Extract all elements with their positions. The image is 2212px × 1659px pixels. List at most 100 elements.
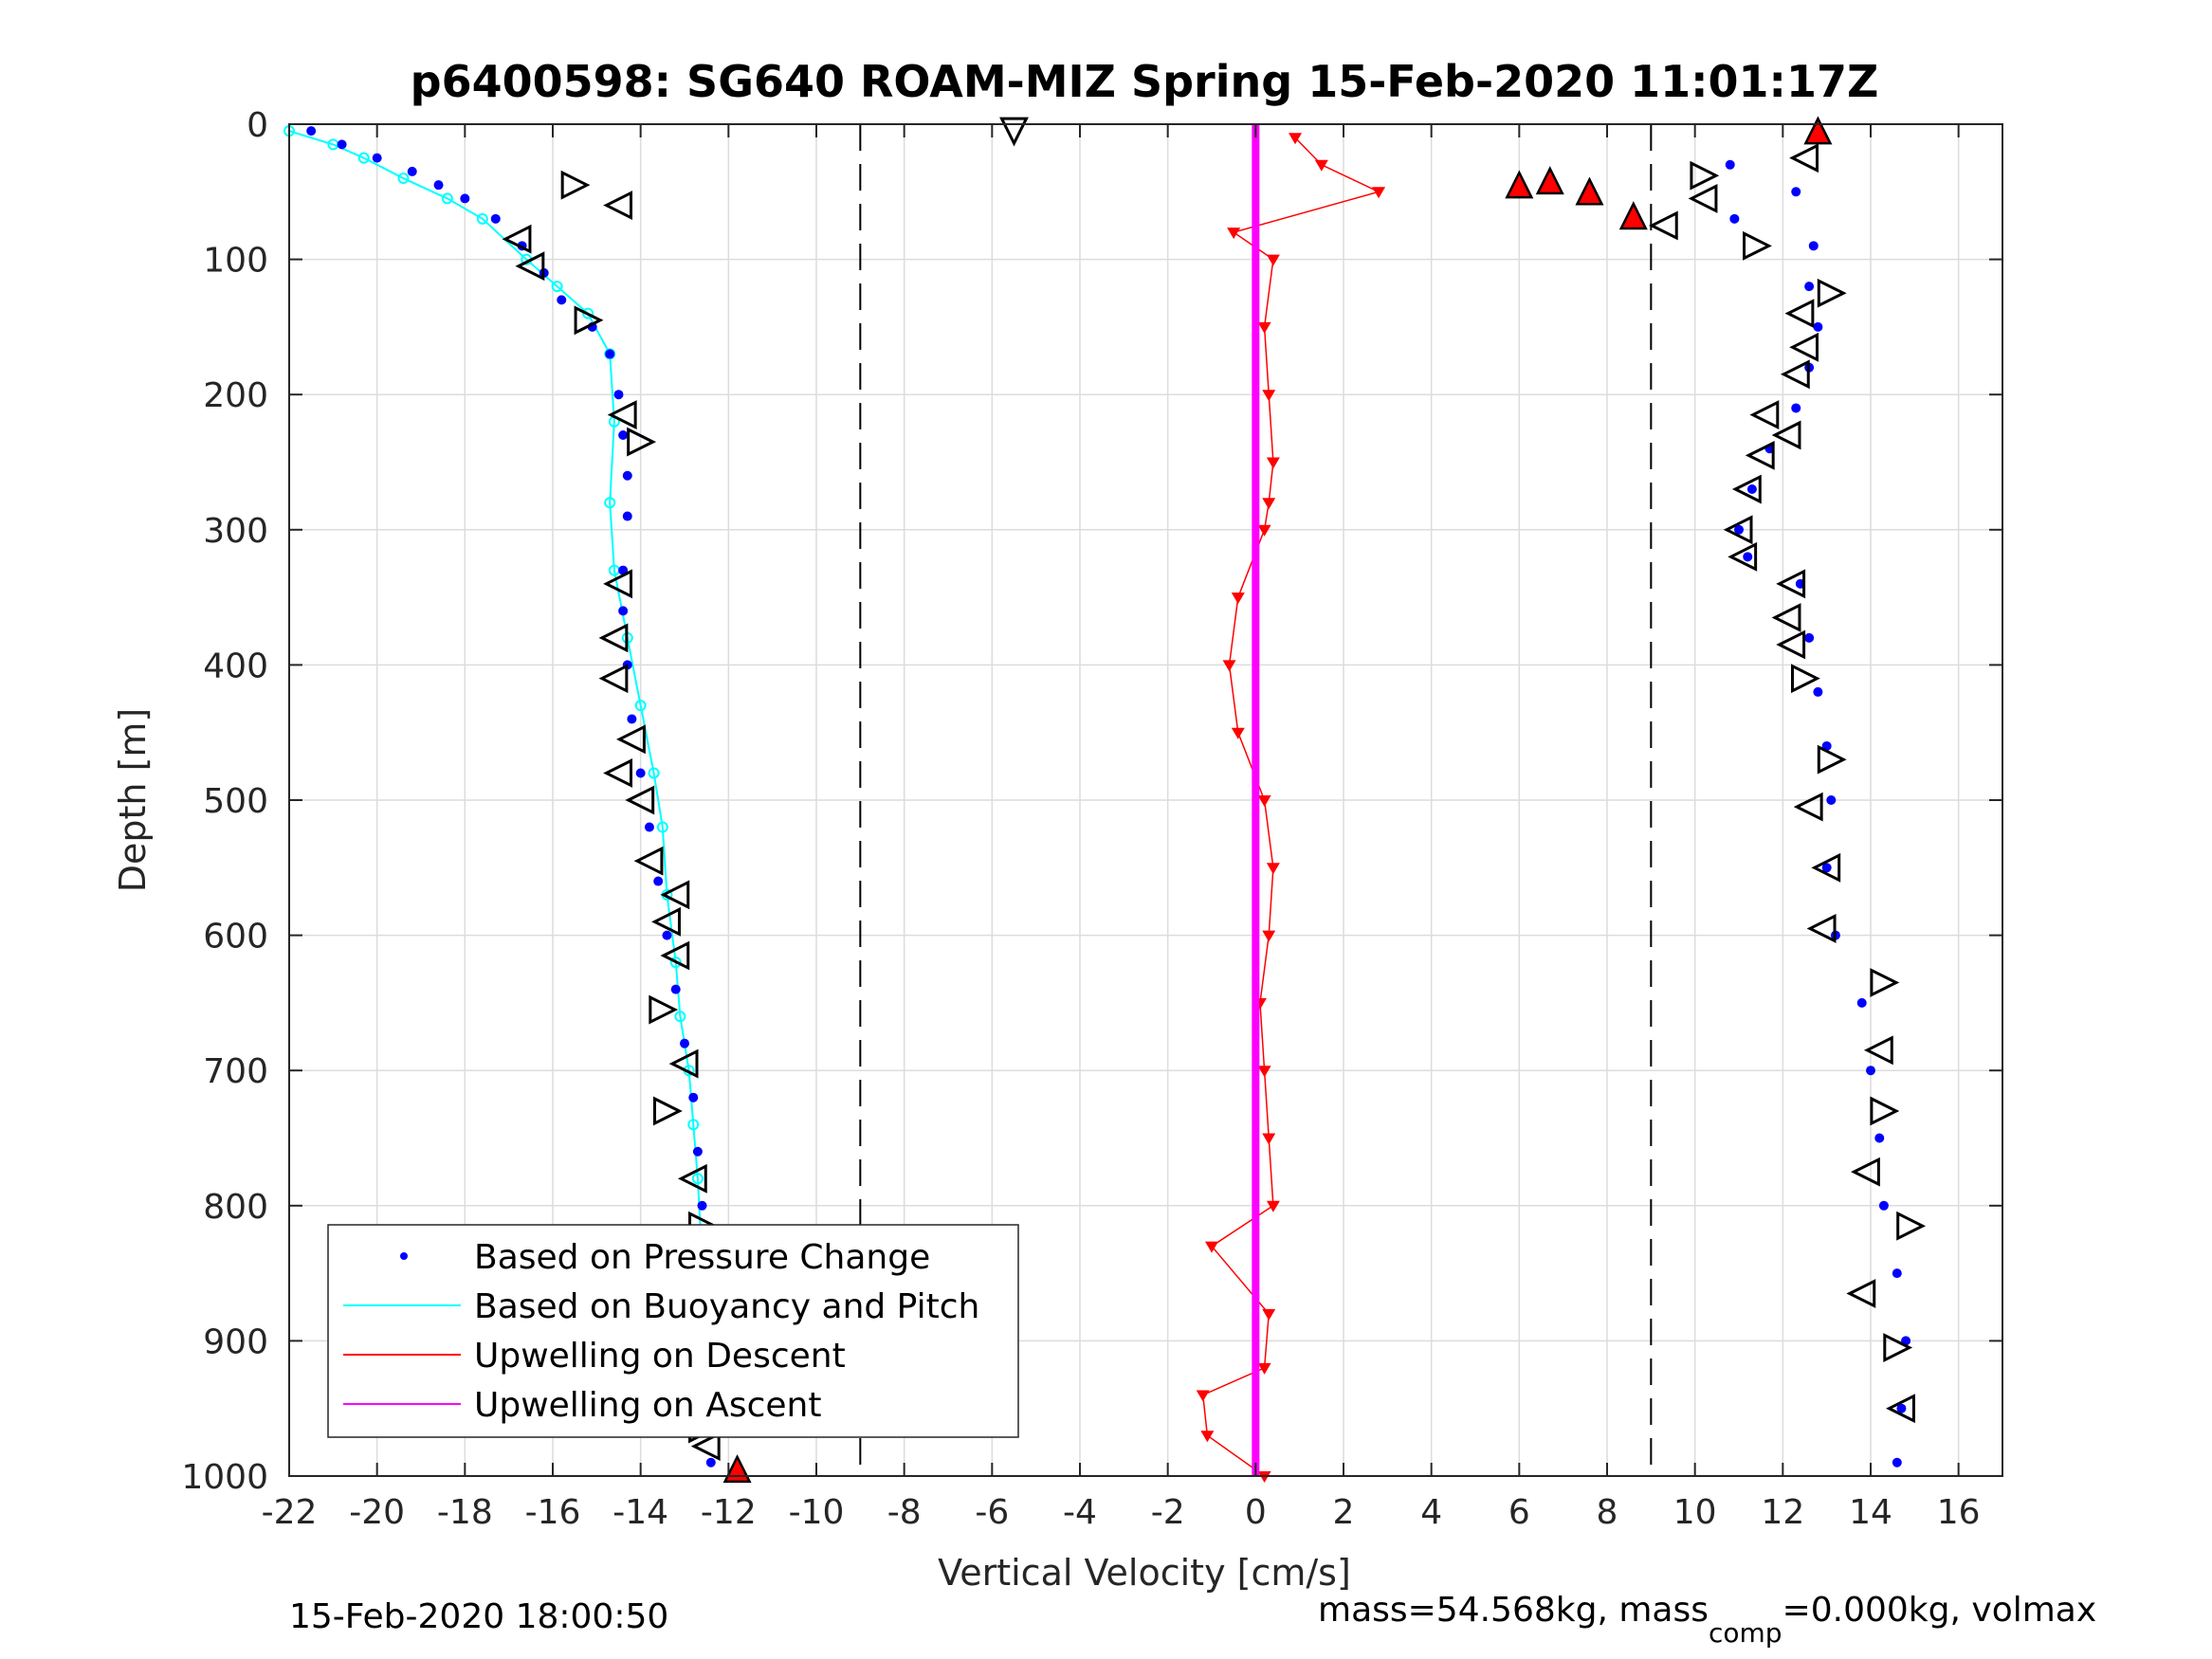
pressure-change-point bbox=[1791, 187, 1801, 197]
y-tick-label: 600 bbox=[203, 918, 268, 957]
buoyancy-pitch-point bbox=[691, 1173, 704, 1185]
pitch-direction-marker bbox=[999, 117, 1029, 147]
pitch-direction-marker bbox=[607, 400, 637, 430]
pitch-direction-marker bbox=[1780, 359, 1810, 390]
grid-lines bbox=[288, 123, 2002, 1477]
pressure-change-point bbox=[557, 295, 567, 305]
legend: Based on Pressure Change Based on Buoyan… bbox=[327, 1224, 1019, 1438]
pitch-direction-marker bbox=[1771, 603, 1801, 632]
pressure-change-point bbox=[1804, 632, 1815, 643]
chart-title: p6400598: SG640 ROAM-MIZ Spring 15-Feb-2… bbox=[411, 56, 1879, 107]
x-tick-label: -4 bbox=[1063, 1493, 1097, 1532]
x-tick-label: -20 bbox=[349, 1493, 405, 1532]
pressure-change-point bbox=[1813, 686, 1823, 697]
upwelling-descent-marker bbox=[1257, 321, 1271, 334]
pressure-change-point bbox=[407, 166, 417, 176]
x-tick-label: -16 bbox=[525, 1493, 581, 1532]
buoyancy-pitch-point bbox=[551, 281, 563, 293]
buoyancy-pitch-point bbox=[674, 1011, 686, 1023]
pitch-direction-marker bbox=[1723, 515, 1753, 545]
pitch-direction-marker bbox=[1648, 210, 1678, 241]
pressure-change-point bbox=[433, 180, 444, 191]
pressure-change-point bbox=[1892, 1457, 1902, 1468]
pitch-direction-marker bbox=[1789, 143, 1819, 173]
pitch-direction-marker bbox=[677, 1163, 707, 1194]
pressure-change-point bbox=[662, 930, 672, 940]
buoyancy-pitch-line bbox=[288, 130, 708, 1423]
y-tick-label: 400 bbox=[203, 647, 268, 685]
pressure-change-point bbox=[622, 511, 632, 521]
pressure-change-point bbox=[460, 193, 470, 204]
pitch-direction-marker bbox=[1886, 1394, 1915, 1424]
pitch-direction-marker bbox=[1870, 968, 1900, 997]
stall-marker bbox=[1803, 116, 1833, 145]
upwelling-descent-marker bbox=[1314, 159, 1328, 172]
pitch-direction-marker bbox=[603, 191, 632, 220]
y-tick-label: 700 bbox=[203, 1052, 268, 1091]
pressure-change-point bbox=[613, 390, 624, 400]
pitch-direction-marker bbox=[603, 569, 632, 599]
pitch-direction-marker bbox=[1743, 230, 1772, 261]
x-tick-label: 16 bbox=[1937, 1493, 1981, 1532]
pressure-change-point bbox=[705, 1457, 716, 1468]
pressure-change-point bbox=[1821, 740, 1832, 751]
upwelling-descent-marker bbox=[1227, 228, 1241, 240]
pressure-change-point bbox=[306, 126, 317, 137]
legend-label-descent: Upwelling on Descent bbox=[474, 1337, 846, 1376]
upwelling-descent-marker bbox=[1372, 187, 1386, 199]
pitch-direction-marker bbox=[1784, 299, 1815, 329]
pitch-direction-marker bbox=[1731, 474, 1762, 504]
pitch-direction-marker bbox=[660, 940, 690, 971]
upwelling-descent-marker bbox=[1200, 1431, 1215, 1443]
pitch-direction-marker bbox=[1771, 420, 1801, 450]
x-axis-label: Vertical Velocity [cm/s] bbox=[938, 1552, 1351, 1594]
pitch-direction-marker bbox=[649, 994, 679, 1025]
upwelling-descent-marker bbox=[1231, 727, 1245, 739]
pressure-change-point bbox=[1874, 1133, 1885, 1143]
pitch-direction-marker bbox=[668, 1048, 699, 1079]
upwelling-descent-marker bbox=[1262, 390, 1276, 402]
footer-mass-info: mass=54.568kg, masscomp=0.000kg, volmax bbox=[1318, 1591, 2096, 1649]
pitch-direction-marker bbox=[660, 880, 690, 910]
upwelling-descent-marker bbox=[1257, 1066, 1271, 1078]
pitch-direction-marker bbox=[1811, 852, 1841, 883]
footer-mass-main: mass=54.568kg, mass bbox=[1318, 1591, 1709, 1630]
x-tick-label: 12 bbox=[1761, 1493, 1804, 1532]
pressure-change-point bbox=[337, 139, 347, 150]
pitch-direction-marker bbox=[1846, 1279, 1876, 1308]
buoyancy-pitch-point bbox=[604, 497, 616, 509]
pitch-direction-marker bbox=[1817, 278, 1847, 308]
buoyancy-pitch-point bbox=[441, 192, 453, 205]
pitch-direction-marker bbox=[652, 1096, 683, 1126]
upwelling-descent-marker bbox=[1266, 254, 1280, 266]
pitch-direction-marker bbox=[625, 785, 655, 815]
pitch-direction-marker bbox=[560, 170, 591, 200]
y-tick-label: 900 bbox=[203, 1322, 268, 1361]
pitch-direction-marker bbox=[515, 251, 545, 282]
y-tick-label: 800 bbox=[203, 1188, 268, 1227]
buoyancy-pitch-point bbox=[476, 212, 488, 225]
stall-marker bbox=[1505, 170, 1534, 199]
pitch-direction-marker bbox=[1863, 1035, 1893, 1066]
pressure-change-point bbox=[1729, 213, 1740, 224]
upwelling-descent-marker bbox=[1205, 1241, 1218, 1253]
pressure-change-point bbox=[618, 606, 629, 616]
buoyancy-pitch-point bbox=[687, 1119, 700, 1131]
buoyancy-pitch-point bbox=[656, 821, 668, 833]
upwelling-descent-marker bbox=[1266, 863, 1280, 875]
pitch-direction-marker bbox=[1817, 744, 1847, 775]
upwelling-descent-marker bbox=[1266, 1200, 1280, 1212]
x-tick-label: -14 bbox=[612, 1493, 668, 1532]
x-tick-label: -10 bbox=[789, 1493, 845, 1532]
x-tick-label: 14 bbox=[1849, 1493, 1892, 1532]
stall-marker bbox=[1618, 201, 1648, 230]
stall-marker bbox=[1535, 166, 1564, 195]
footer-timestamp: 15-Feb-2020 18:00:50 bbox=[289, 1597, 668, 1636]
upwelling-descent-marker bbox=[1266, 457, 1280, 469]
pitch-direction-marker bbox=[598, 623, 629, 653]
pressure-change-point bbox=[627, 714, 637, 724]
x-tick-label: -12 bbox=[701, 1493, 757, 1532]
upwelling-descent-marker bbox=[1257, 1362, 1271, 1375]
pressure-change-point bbox=[1725, 159, 1735, 170]
